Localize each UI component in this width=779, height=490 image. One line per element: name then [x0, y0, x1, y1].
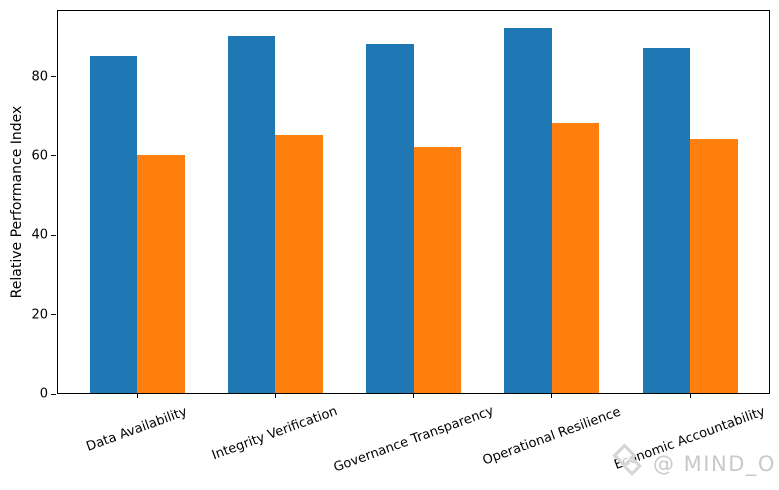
y-tick-label: 40 [31, 227, 48, 243]
y-tick-label: 80 [31, 69, 48, 85]
y-tick-label: 20 [31, 307, 48, 323]
x-tick-label: Integrity Verification [210, 403, 340, 464]
y-tick-label: 0 [39, 386, 48, 402]
y-tick-mark [51, 314, 56, 316]
bar [89, 55, 137, 393]
bar [137, 154, 185, 393]
x-tick-label: Data Availability [84, 403, 190, 455]
y-tick-mark [51, 234, 56, 236]
x-tick-label: Governance Transparency [331, 403, 496, 476]
watermark: @ MIND_O [611, 443, 776, 484]
bar [413, 147, 461, 393]
y-tick-mark [51, 155, 56, 157]
bar [642, 47, 690, 393]
y-tick-mark [51, 393, 56, 395]
y-axis-label: Relative Performance Index [9, 105, 25, 299]
x-tick-mark [413, 394, 414, 398]
diamond-logo-icon [611, 443, 653, 484]
bar [275, 135, 323, 393]
x-tick-mark [136, 394, 138, 398]
y-tick-mark [51, 76, 56, 78]
x-tick-mark [274, 394, 276, 398]
bar [504, 28, 552, 393]
watermark-text: @ MIND_O [653, 452, 776, 476]
y-tick-label: 60 [31, 148, 48, 164]
bar [366, 43, 414, 393]
bar [690, 139, 738, 393]
x-tick-mark [689, 394, 691, 398]
bar [551, 123, 600, 393]
x-tick-label: Operational Resilience [480, 404, 623, 469]
x-tick-mark [551, 394, 553, 398]
bar [227, 35, 276, 393]
